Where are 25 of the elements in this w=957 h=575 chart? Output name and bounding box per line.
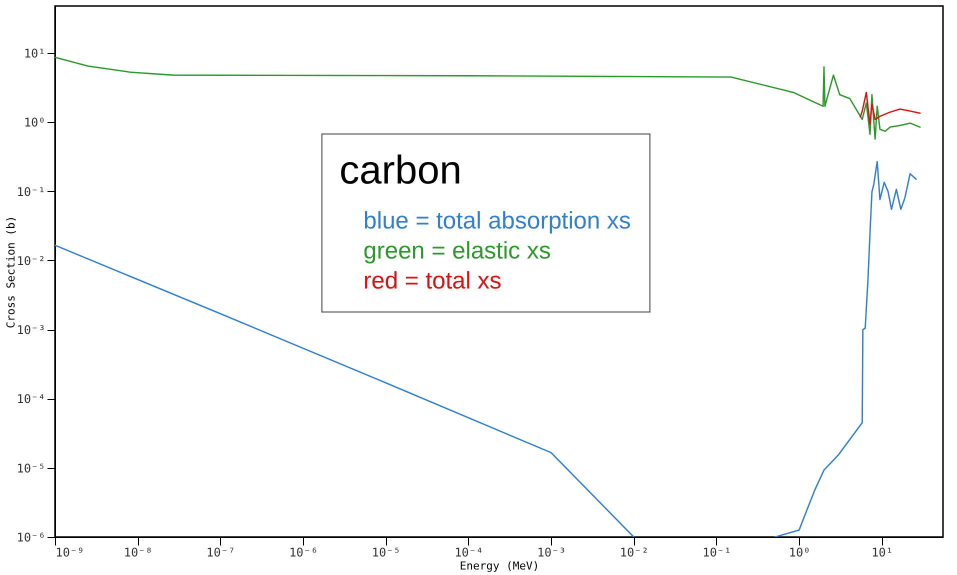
y-tick-label: 10⁻⁴ bbox=[16, 392, 46, 406]
y-axis-title: Cross Section (b) bbox=[4, 216, 18, 328]
x-tick-label: 10⁰ bbox=[788, 546, 810, 560]
y-tick-label: 10⁻⁵ bbox=[16, 461, 46, 476]
x-tick-label: 10⁻⁶ bbox=[289, 546, 318, 560]
x-tick-label: 10⁻⁵ bbox=[372, 546, 401, 560]
legend-title: carbon bbox=[339, 148, 462, 192]
x-tick-label: 10⁻² bbox=[620, 546, 649, 560]
y-tick-label: 10⁻³ bbox=[16, 323, 46, 338]
x-tick-label: 10⁻⁴ bbox=[454, 546, 484, 560]
y-tick-label: 10¹ bbox=[24, 46, 46, 61]
y-tick-label: 10⁻⁶ bbox=[16, 530, 46, 544]
x-tick-label: 10¹ bbox=[871, 546, 894, 560]
x-tick-label: 10⁻⁹ bbox=[56, 546, 84, 560]
x-tick-label: 10⁻³ bbox=[537, 546, 566, 560]
x-tick-label: 10⁻⁸ bbox=[124, 546, 153, 560]
x-axis-title: Energy (MeV) bbox=[460, 560, 540, 572]
text: green = elastic xs bbox=[363, 237, 551, 264]
text: blue = total absorption xs bbox=[363, 207, 631, 234]
x-tick-label: 10⁻¹ bbox=[702, 546, 732, 560]
x-tick-label: 10⁻⁷ bbox=[206, 546, 236, 560]
y-tick-label: 10⁰ bbox=[24, 116, 46, 130]
y-tick-label: 10⁻² bbox=[16, 254, 46, 268]
y-tick-label: 10⁻¹ bbox=[16, 184, 46, 199]
text: red = total xs bbox=[363, 267, 502, 294]
